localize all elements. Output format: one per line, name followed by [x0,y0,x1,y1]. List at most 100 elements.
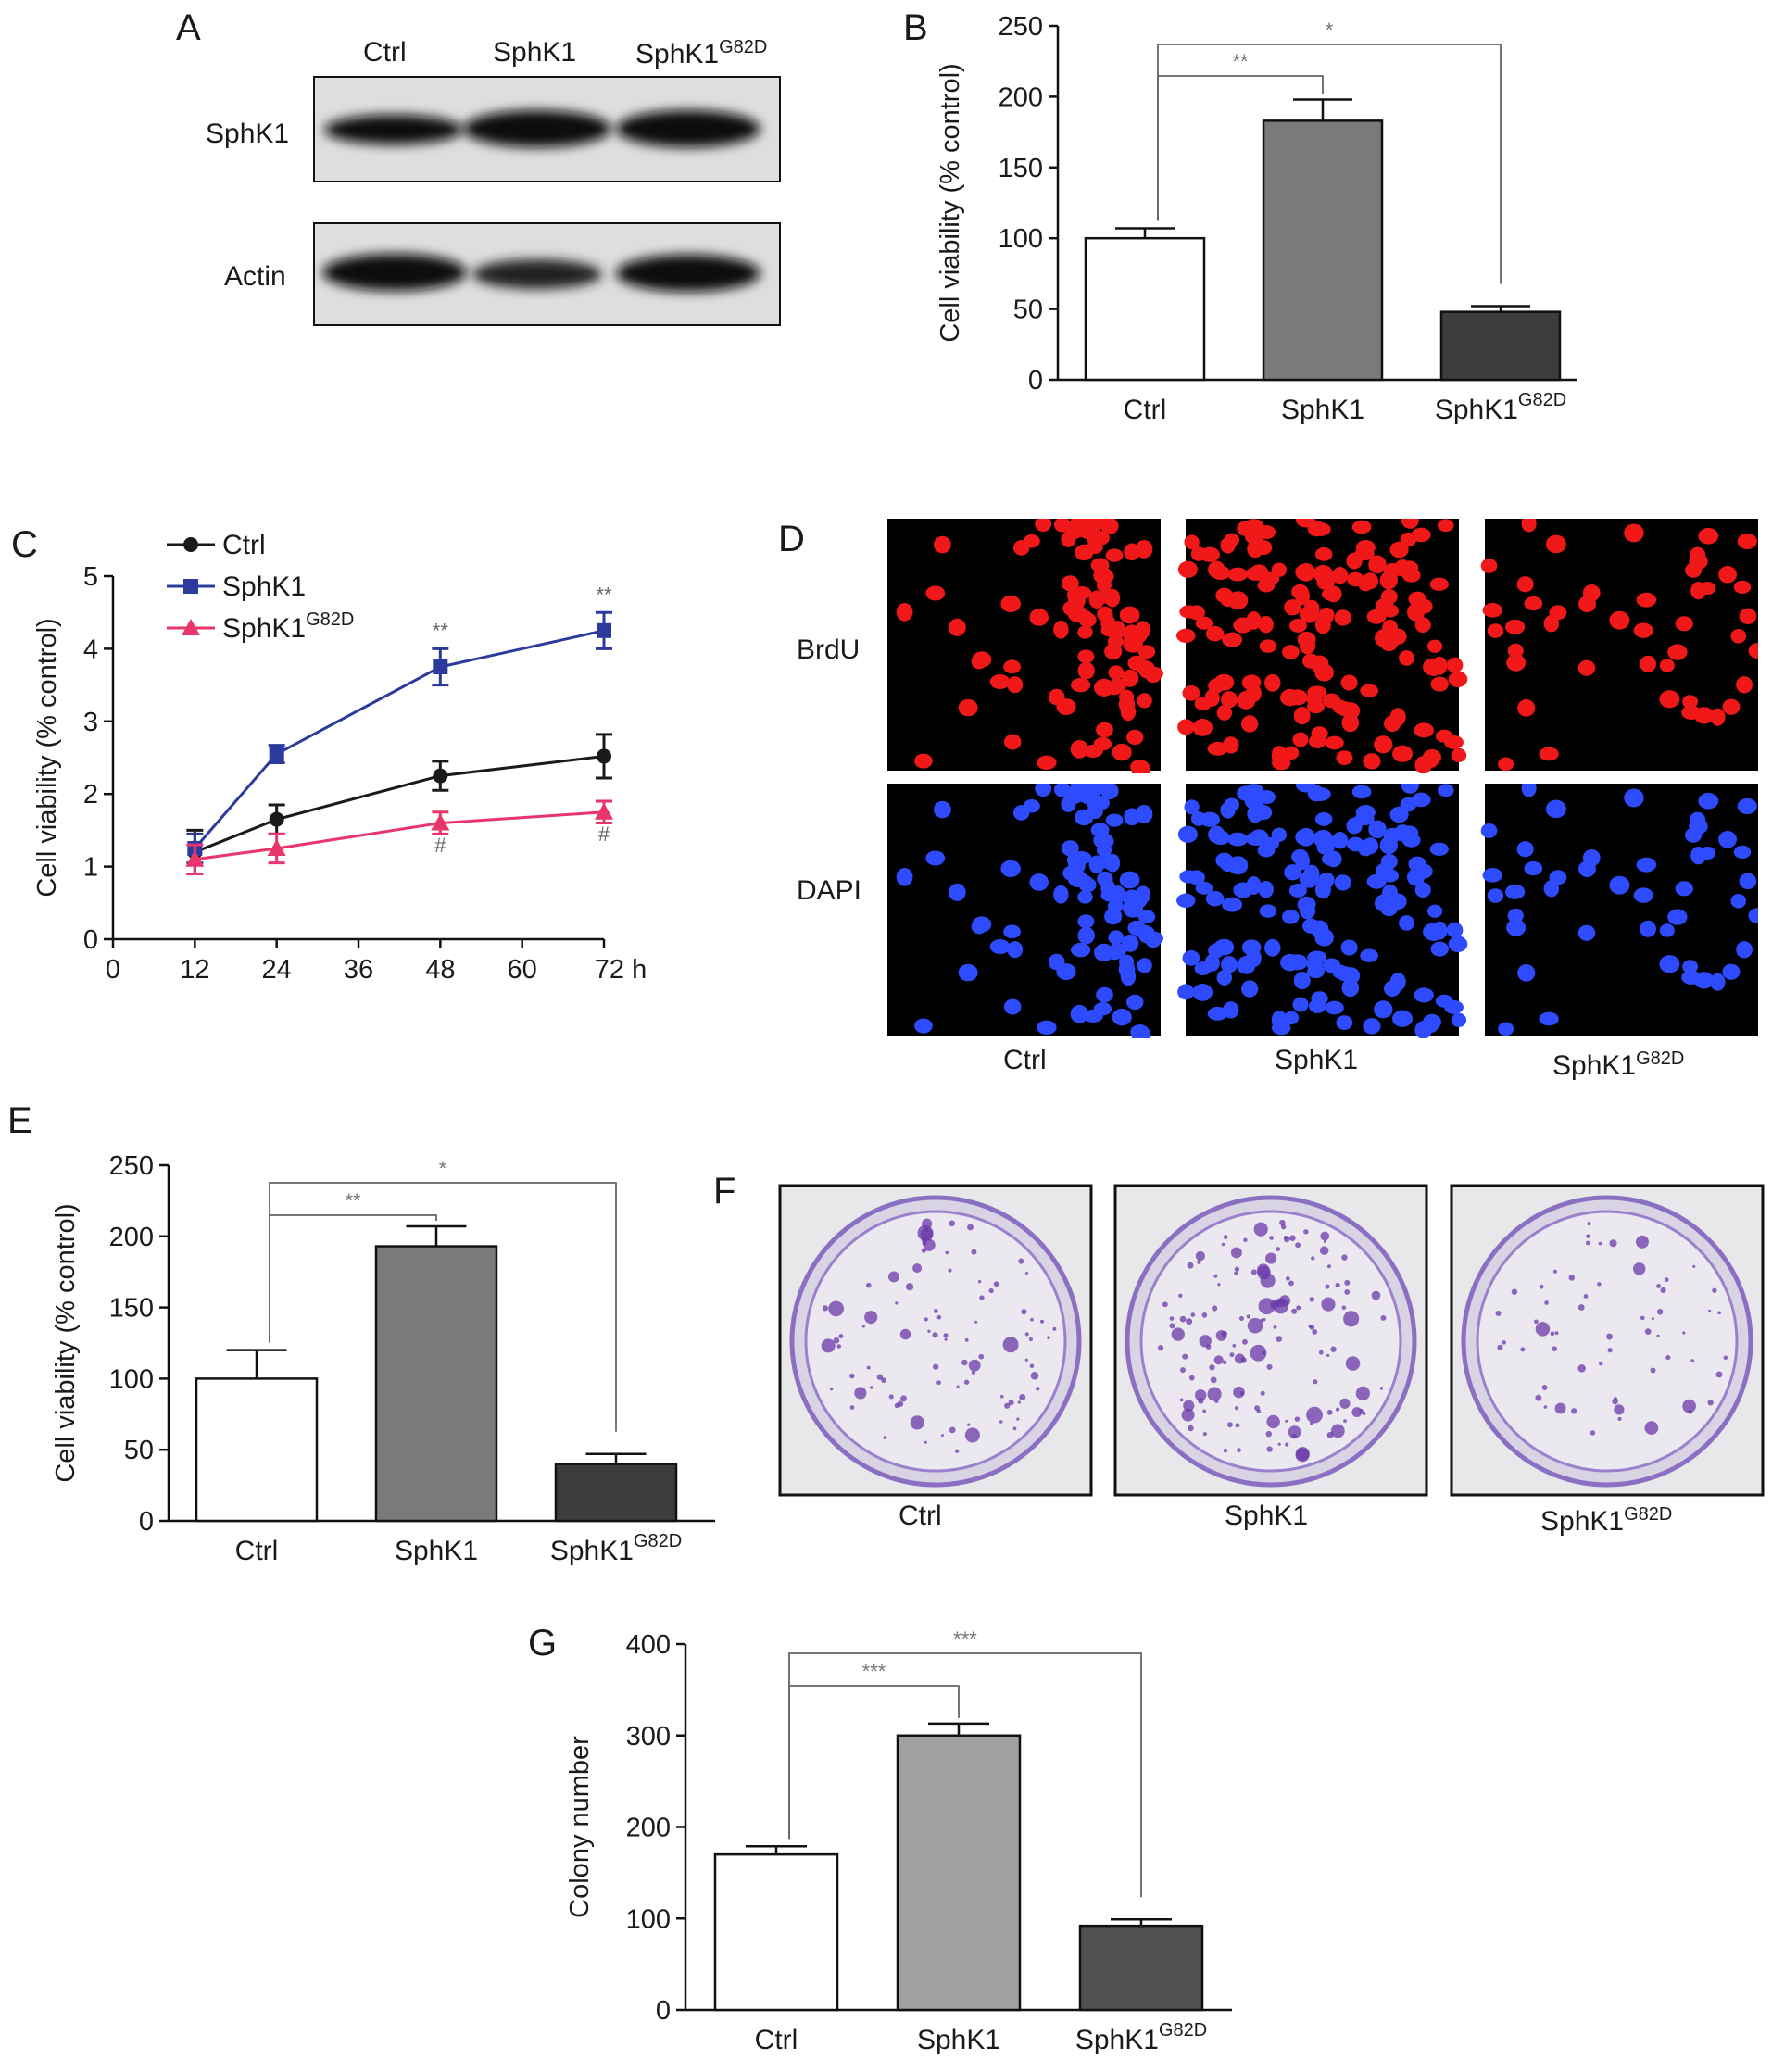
cell-nucleus [1401,784,1419,794]
cell-nucleus [1363,1018,1381,1035]
brdu-images [887,519,1758,773]
blot-lane-label-sphk1: SphK1 [493,37,577,68]
y-tick-label: 4 [83,634,98,664]
colony [1708,1309,1712,1313]
colony [1190,1312,1196,1317]
cell-nucleus [1182,949,1200,966]
cell-nucleus [1507,643,1524,659]
cell-nucleus [1293,972,1311,990]
y-tick-label: 50 [1013,295,1043,325]
cell-nucleus [1083,1009,1103,1023]
colony [1617,1416,1622,1421]
cell-nucleus [1177,984,1195,1000]
y-tick-label: 400 [626,1630,671,1660]
cell-nucleus [1195,616,1213,630]
cell-nucleus [1739,873,1757,890]
cell-nucleus [1334,609,1351,626]
cell-nucleus [1297,631,1316,648]
cell-nucleus [1237,785,1255,801]
cell-nucleus [1392,745,1414,762]
colony [1326,1353,1330,1357]
cell-nucleus [1374,1000,1393,1019]
colony [1321,1297,1336,1312]
cell-nucleus [1233,617,1253,634]
cell-nucleus [925,850,946,866]
cell-nucleus [1448,671,1468,688]
panel-a: A Ctrl SphK1 SphK1G82D SphK1 Actin [0,0,815,343]
cell-nucleus [1124,543,1140,561]
y-tick-label: 3 [83,708,98,737]
cell-nucleus [1383,715,1401,733]
cell-nucleus [1718,566,1737,584]
cell-nucleus [1284,1011,1300,1025]
panel-f-letter: F [713,1171,736,1212]
colony [1171,1327,1185,1341]
cell-nucleus [1667,644,1688,660]
cell-nucleus [1124,892,1140,910]
cell-nucleus [1382,884,1399,902]
colony [1237,1448,1241,1453]
cell-nucleus [1363,753,1381,770]
colony [967,1224,974,1231]
cell-nucleus [1137,958,1152,973]
significance-bracket [269,1182,617,1432]
colony [993,1281,999,1287]
y-tick-label: 100 [109,1364,154,1394]
panel-c-letter: C [11,524,38,565]
colony [1707,1400,1714,1406]
colony [836,1344,842,1349]
cell-nucleus [1690,582,1707,600]
cell-nucleus [1137,910,1156,924]
x-tick-label: SphK1G82D [550,1531,682,1566]
cell-nucleus [1086,540,1103,554]
cell-nucleus [1422,748,1441,765]
cell-nucleus [1399,650,1414,666]
colony [948,1268,952,1273]
colony [1289,1235,1296,1242]
cell-nucleus [1282,910,1300,924]
dish-well [1476,1210,1739,1473]
colony [1202,1432,1207,1437]
colony [1229,1352,1235,1358]
colony [1309,1325,1315,1330]
colony [838,1334,844,1339]
cell-nucleus [1325,850,1342,868]
colony [861,1325,865,1328]
colony [977,1280,982,1284]
cell-nucleus [1297,896,1316,913]
blot-band [324,115,463,144]
cell-nucleus [1077,914,1095,929]
y-axis-label: Cell viability (% control) [936,63,965,342]
cell-nucleus [1718,831,1737,848]
colony [1183,1400,1195,1412]
colony [1238,1315,1245,1322]
colony [1312,1329,1318,1335]
colony [1221,1330,1227,1337]
x-tick-label-superscript: G82D [1518,390,1566,410]
cell-nucleus [1733,580,1752,594]
x-tick-label: 0 [106,955,120,985]
cell-nucleus [1100,888,1119,902]
cell-nucleus [1693,707,1715,724]
cell-nucleus [1690,847,1707,865]
cell-nucleus [1444,735,1464,749]
cell-nucleus [989,673,1011,689]
cell-nucleus [1188,605,1205,621]
cell-nucleus [1659,955,1680,973]
colony [910,1415,924,1430]
cell-nucleus [1636,857,1657,873]
x-tick-label: 72 h [595,955,647,985]
data-point [597,748,611,764]
cell-nucleus [1400,825,1419,840]
cell-nucleus [1082,784,1100,793]
colony [1197,1260,1201,1264]
micrograph [1176,784,1468,1038]
data-point [185,849,205,867]
cell-nucleus [1070,1004,1088,1023]
cell-nucleus [1307,950,1327,964]
colony [1239,1391,1245,1396]
cell-nucleus [1192,983,1213,1001]
colony [971,1370,976,1375]
cell-nucleus [1233,882,1253,898]
cell-nucleus [1037,1020,1057,1036]
